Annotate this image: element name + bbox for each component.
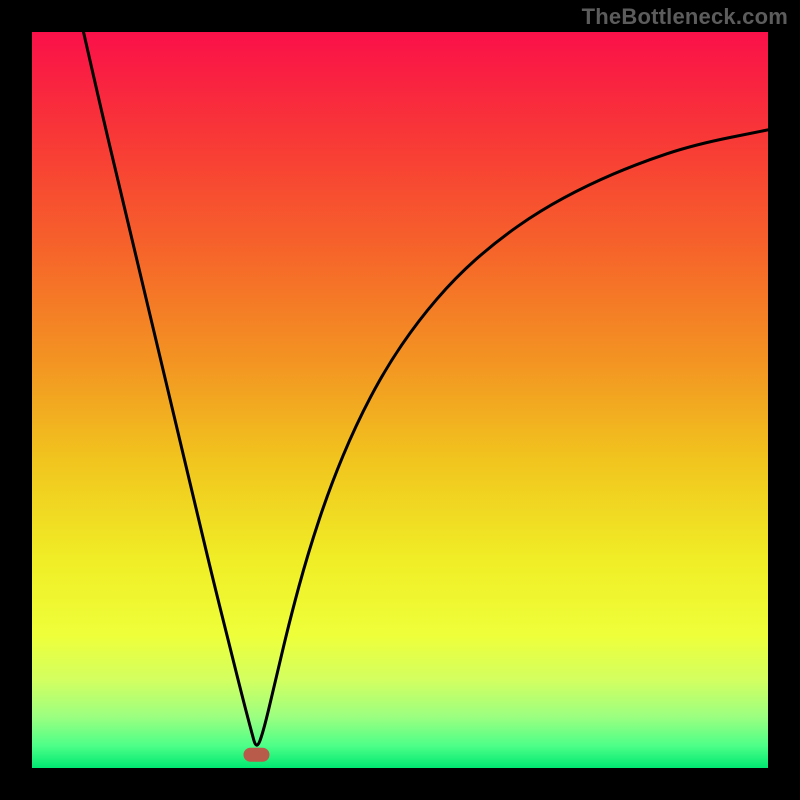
- plot-area: [32, 32, 768, 768]
- curve-layer: [32, 32, 768, 768]
- chart-container: TheBottleneck.com: [0, 0, 800, 800]
- dip-marker: [243, 748, 269, 762]
- bottleneck-curve: [84, 32, 768, 745]
- watermark-text: TheBottleneck.com: [582, 4, 788, 30]
